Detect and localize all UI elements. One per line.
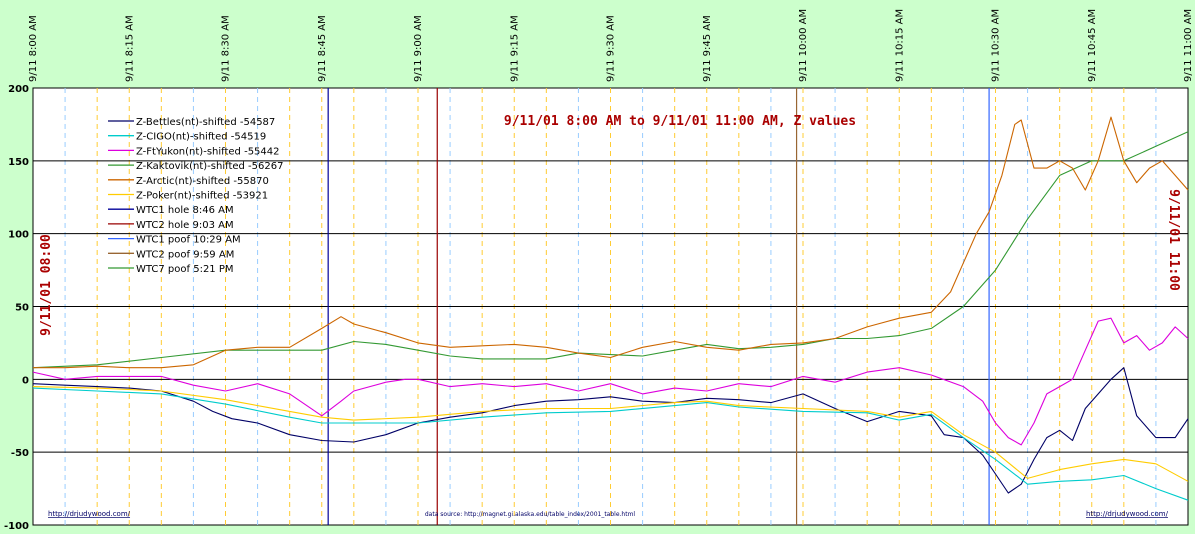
legend-label: Z-Poker(nt)-shifted -53921 [136,191,268,202]
legend-label: WTC1 poof 10:29 AM [136,235,241,246]
x-tick-label: 9/11 10:30 AM [991,9,1002,82]
x-tick-label: 9/11 9:15 AM [509,15,520,82]
y-tick-label: -100 [4,521,29,532]
legend-label: WTC2 hole 9:03 AM [136,220,234,231]
x-tick-label: 9/11 10:00 AM [798,9,809,82]
legend: Z-Bettles(nt)-shifted -54587 Z-CIGO(nt)-s… [108,117,283,275]
x-tick-labels: 9/11 8:00 AM 9/11 8:15 AM 9/11 8:30 AM 9/11… [28,9,1194,82]
series-line [33,116,1189,369]
series-line [32,317,1189,446]
legend-label: WTC7 poof 5:21 PM [136,264,234,275]
footer-data-source[interactable]: data source: http://magnet.gi.alaska.edu… [425,511,636,518]
series-line [32,367,1189,494]
y-tick-labels: -100 -50 0 50 100 150 200 [4,84,29,532]
legend-label: Z-Bettles(nt)-shifted -54587 [136,117,275,128]
footer-link-left[interactable]: http://drjudywood.com/ [48,510,131,518]
x-tick-label: 9/11 9:30 AM [606,15,617,82]
x-tick-label: 9/11 8:45 AM [317,15,328,82]
legend-label: Z-CIGO(nt)-shifted -54519 [136,132,266,143]
y-tick-label: 150 [8,157,29,168]
footer-link-right[interactable]: http://drjudywood.com/ [1086,510,1169,518]
x-tick-label: 9/11 8:15 AM [124,15,135,82]
chart-title: 9/11/01 8:00 AM to 9/11/01 11:00 AM, Z v… [504,114,856,129]
series-line [32,386,1189,482]
y-tick-label: 0 [22,375,29,386]
y-tick-label: 100 [8,230,29,241]
side-label-left: 9/11/01 08:00 [39,234,54,336]
legend-label: Z-FtYukon(nt)-shifted -55442 [136,146,280,157]
x-tick-label: 9/11 9:45 AM [702,15,713,82]
legend-label: Z-Arctic(nt)-shifted -55870 [136,176,269,187]
x-tick-label: 9/11 10:15 AM [894,9,905,82]
x-tick-label: 9/11 9:00 AM [413,15,424,82]
series-lines [32,116,1189,501]
x-tick-label: 9/11 11:00 AM [1183,9,1194,82]
legend-label: Z-Kaktovik(nt)-shifted -56267 [136,161,283,172]
side-label-right: 9/11/01 11:00 [1166,189,1181,291]
x-tick-label: 9/11 8:30 AM [221,15,232,82]
y-tick-label: -50 [11,448,29,459]
x-tick-label: 9/11 8:00 AM [28,15,39,82]
x-tick-label: 9/11 10:45 AM [1087,9,1098,82]
grid [33,88,1188,525]
y-tick-label: 50 [15,303,29,314]
legend-label: WTC2 poof 9:59 AM [136,249,234,260]
series-line [32,131,1189,369]
legend-label: WTC1 hole 8:46 AM [136,205,234,216]
series-line [32,387,1189,501]
event-lines [327,88,990,525]
y-tick-label: 200 [8,84,29,95]
